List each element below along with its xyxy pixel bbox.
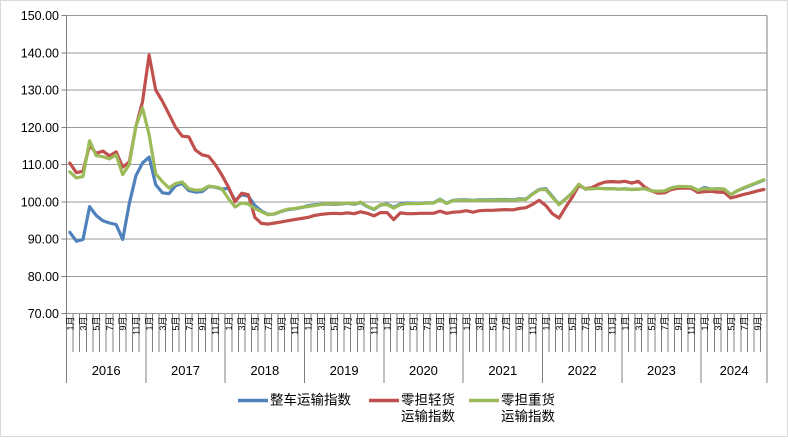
y-tick-label: 120.00 [21,121,59,135]
month-tick-label: 5月 [647,317,657,331]
month-tick-label: 11月 [211,317,221,335]
month-tick-label: 9月 [515,317,525,331]
month-tick-label: 7月 [660,317,670,331]
month-tick-label: 11月 [131,317,141,335]
month-tick-label: 9月 [356,317,366,331]
month-tick-label: 9月 [753,317,763,331]
series-lines [68,53,766,243]
month-tick-label: 7月 [581,317,591,331]
month-tick-label: 5月 [568,317,578,331]
month-tick-label: 3月 [475,317,485,331]
month-tick-label: 9月 [435,317,445,331]
series-line-0 [68,155,766,243]
month-tick-label: 5月 [171,317,181,331]
legend-label: 运输指数 [501,409,555,424]
month-tick-label: 1月 [303,317,313,331]
y-tick-label: 140.00 [21,46,59,60]
month-tick-label: 7月 [343,317,353,331]
y-tick-label: 100.00 [21,195,59,209]
month-tick-label: 3月 [396,317,406,331]
month-tick-label: 11月 [449,317,459,335]
month-tick-label: 7月 [105,317,115,331]
month-tick-label: 7月 [502,317,512,331]
legend-label: 运输指数 [401,409,455,424]
month-tick-label: 5月 [488,317,498,331]
y-tick-label: 110.00 [22,158,59,172]
y-tick-label: 80.00 [28,270,59,284]
y-axis: 150.00 140.00 130.00 120.00 110.00 100.00 90.0… [21,9,768,321]
month-tick-label: 3月 [158,317,168,331]
month-tick-label: 5月 [92,317,102,331]
year-label: 2022 [568,363,597,378]
month-tick-label: 9月 [118,317,128,331]
month-tick-label: 1月 [621,317,631,331]
month-tick-label: 7月 [422,317,432,331]
month-tick-label: 11月 [369,317,379,335]
legend-label: 零担重货 [501,392,555,408]
month-tick-label: 1月 [65,317,75,331]
year-label: 2020 [409,363,438,378]
month-tick-label: 1月 [462,317,472,331]
month-tick-label: 3月 [713,317,723,331]
series-line-1 [68,53,766,226]
year-label: 2018 [250,363,279,378]
y-tick-label: 150.00 [21,9,59,23]
month-tick-label: 3月 [316,317,326,331]
month-tick-label: 7月 [264,317,274,331]
year-label: 2016 [92,363,121,378]
year-label: 2017 [171,363,200,378]
month-tick-label: 3月 [634,317,644,331]
y-tick-label: 90.00 [28,233,59,247]
month-tick-label: 5月 [409,317,419,331]
month-tick-label: 11月 [528,317,538,335]
year-label: 2019 [330,363,359,378]
month-tick-label: 11月 [607,317,617,335]
gridlines [66,15,768,314]
month-tick-label: 9月 [277,317,287,331]
month-tick-label: 11月 [290,317,300,335]
month-tick-label: 7月 [184,317,194,331]
y-tick-label: 70.00 [28,307,59,321]
month-tick-label: 3月 [554,317,564,331]
month-tick-label: 5月 [250,317,260,331]
month-tick-label: 9月 [673,317,683,331]
month-tick-label: 5月 [726,317,736,331]
month-tick-label: 11月 [687,317,697,335]
month-tick-label: 1月 [224,317,234,331]
month-tick-label: 9月 [198,317,208,331]
month-tick-label: 1月 [541,317,551,331]
series-line-2 [68,106,766,217]
legend-label: 零担轻货 [401,392,455,408]
month-tick-label: 3月 [237,317,247,331]
month-tick-label: 9月 [594,317,604,331]
year-label: 2023 [647,363,676,378]
month-tick-label: 1月 [700,317,710,331]
y-tick-label: 130.00 [21,84,59,98]
month-tick-label: 7月 [740,317,750,331]
month-tick-label: 1月 [145,317,155,331]
legend-label: 整车运输指数 [270,392,351,408]
month-tick-label: 3月 [79,317,89,331]
legend-entry-0: 整车运输指数 [238,392,351,408]
month-tick-label: 1月 [383,317,393,331]
month-tick-label: 5月 [330,317,340,331]
year-label: 2024 [720,363,749,378]
year-label: 2021 [488,363,517,378]
